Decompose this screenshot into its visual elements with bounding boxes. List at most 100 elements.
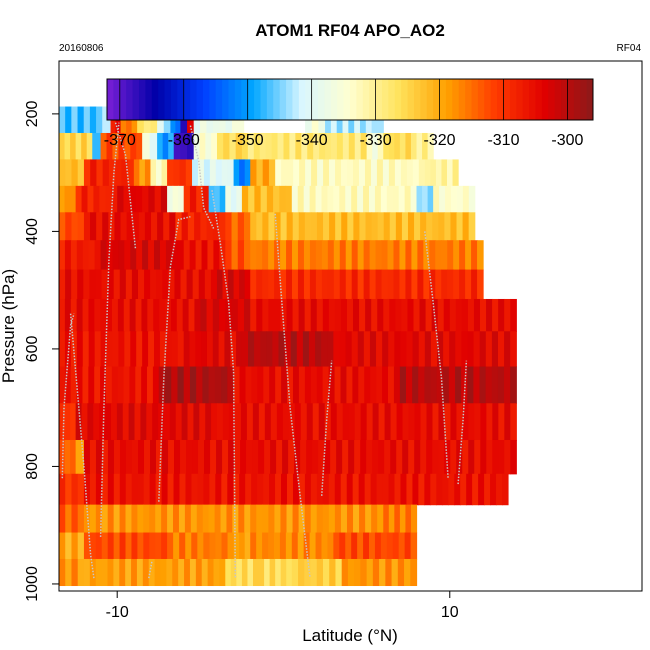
heatmap-cell xyxy=(396,403,404,441)
heatmap-cell xyxy=(383,132,390,161)
heatmap-cell xyxy=(202,185,210,213)
heatmap-cell xyxy=(410,504,418,534)
heatmap-cell xyxy=(64,366,72,404)
heatmap-cell xyxy=(210,269,218,300)
heatmap-cell xyxy=(260,331,267,368)
colorbar-swatch xyxy=(177,79,185,120)
heatmap-cell xyxy=(438,212,445,241)
heatmap-cell xyxy=(154,558,162,587)
heatmap-cell xyxy=(183,331,191,368)
heatmap-cell xyxy=(222,439,229,475)
colorbar-swatch xyxy=(356,79,364,120)
heatmap-cell xyxy=(353,212,361,241)
heatmap-cell xyxy=(366,439,373,475)
heatmap-cell xyxy=(300,439,307,475)
heatmap-cell xyxy=(358,159,366,187)
heatmap-cell xyxy=(449,331,456,368)
heatmap-cell xyxy=(250,212,257,241)
heatmap-cell xyxy=(418,159,426,187)
heatmap-cell xyxy=(231,240,239,271)
heatmap-cell xyxy=(383,298,390,332)
heatmap-cell xyxy=(198,269,206,300)
heatmap-cell xyxy=(241,558,249,587)
heatmap-cell xyxy=(298,298,306,332)
heatmap-cell xyxy=(430,473,437,506)
heatmap-cell xyxy=(95,269,103,300)
heatmap-cell xyxy=(150,159,157,187)
heatmap-cell xyxy=(193,132,201,161)
heatmap-cell xyxy=(459,240,466,271)
heatmap-cell xyxy=(175,212,183,241)
heatmap-cell xyxy=(119,439,127,475)
heatmap-cell xyxy=(100,298,107,332)
heatmap-cell xyxy=(176,298,184,332)
heatmap-cell xyxy=(303,185,311,213)
heatmap-cell xyxy=(83,106,91,134)
heatmap-cell xyxy=(474,439,481,475)
heatmap-cell xyxy=(399,366,407,404)
heatmap-cell xyxy=(374,532,382,560)
heatmap-cell xyxy=(313,132,320,161)
heatmap-cell xyxy=(171,366,179,404)
heatmap-cell xyxy=(461,331,469,368)
heatmap-cell xyxy=(374,185,382,213)
colorbar-swatch xyxy=(381,79,389,120)
heatmap-cell xyxy=(234,403,242,441)
heatmap-cell xyxy=(472,473,479,506)
heatmap-cell xyxy=(83,532,91,560)
heatmap-cell xyxy=(280,269,287,300)
heatmap-cell xyxy=(77,269,84,300)
colorbar-swatch xyxy=(420,79,428,120)
heatmap-cell xyxy=(341,212,348,241)
heatmap-cell xyxy=(402,403,410,441)
heatmap-cell xyxy=(449,298,457,332)
heatmap-cell xyxy=(438,439,445,475)
heatmap-cell xyxy=(510,403,517,441)
heatmap-cell xyxy=(406,366,413,404)
heatmap-cell xyxy=(327,269,335,300)
heatmap-cell xyxy=(148,240,155,271)
heatmap-cell xyxy=(148,185,156,213)
heatmap-cell xyxy=(107,473,115,506)
heatmap-cell xyxy=(136,558,144,587)
heatmap-cell xyxy=(386,532,394,560)
heatmap-cell xyxy=(333,532,340,560)
heatmap-cell xyxy=(152,403,159,441)
heatmap-cell xyxy=(83,159,91,187)
heatmap-cell xyxy=(371,504,378,534)
heatmap-cell xyxy=(154,185,162,213)
heatmap-cell xyxy=(372,403,380,441)
heatmap-cell xyxy=(233,532,240,560)
heatmap-cell xyxy=(486,298,493,332)
heatmap-cell xyxy=(250,159,258,187)
heatmap-cell xyxy=(331,132,338,161)
heatmap-cell xyxy=(312,439,319,475)
heatmap-cell xyxy=(237,240,245,271)
heatmap-cell xyxy=(201,331,208,368)
heatmap-cell xyxy=(340,298,348,332)
heatmap-cell xyxy=(212,298,220,332)
heatmap-cell xyxy=(286,298,294,332)
heatmap-cell xyxy=(309,532,317,560)
heatmap-cell xyxy=(436,473,443,506)
heatmap-cell xyxy=(65,106,72,134)
heatmap-cell xyxy=(498,403,505,441)
x-axis: -10 10 xyxy=(106,591,459,621)
heatmap-cell xyxy=(162,439,169,475)
heatmap-cell xyxy=(435,269,442,300)
heatmap-cell xyxy=(370,159,378,187)
heatmap-cell xyxy=(445,185,452,213)
heatmap-cell xyxy=(100,132,108,161)
colorbar-swatch xyxy=(477,79,485,120)
heatmap-cell xyxy=(456,212,464,241)
heatmap-cell xyxy=(129,185,137,213)
heatmap-cell xyxy=(430,331,438,368)
heatmap-cell xyxy=(473,331,481,368)
heatmap-cell xyxy=(296,331,304,368)
heatmap-cell xyxy=(334,298,342,332)
heatmap-cell xyxy=(65,159,73,187)
heatmap-cell xyxy=(70,331,78,368)
heatmap-cell xyxy=(468,212,476,241)
heatmap-cell xyxy=(244,159,251,187)
heatmap-cell xyxy=(252,403,260,441)
